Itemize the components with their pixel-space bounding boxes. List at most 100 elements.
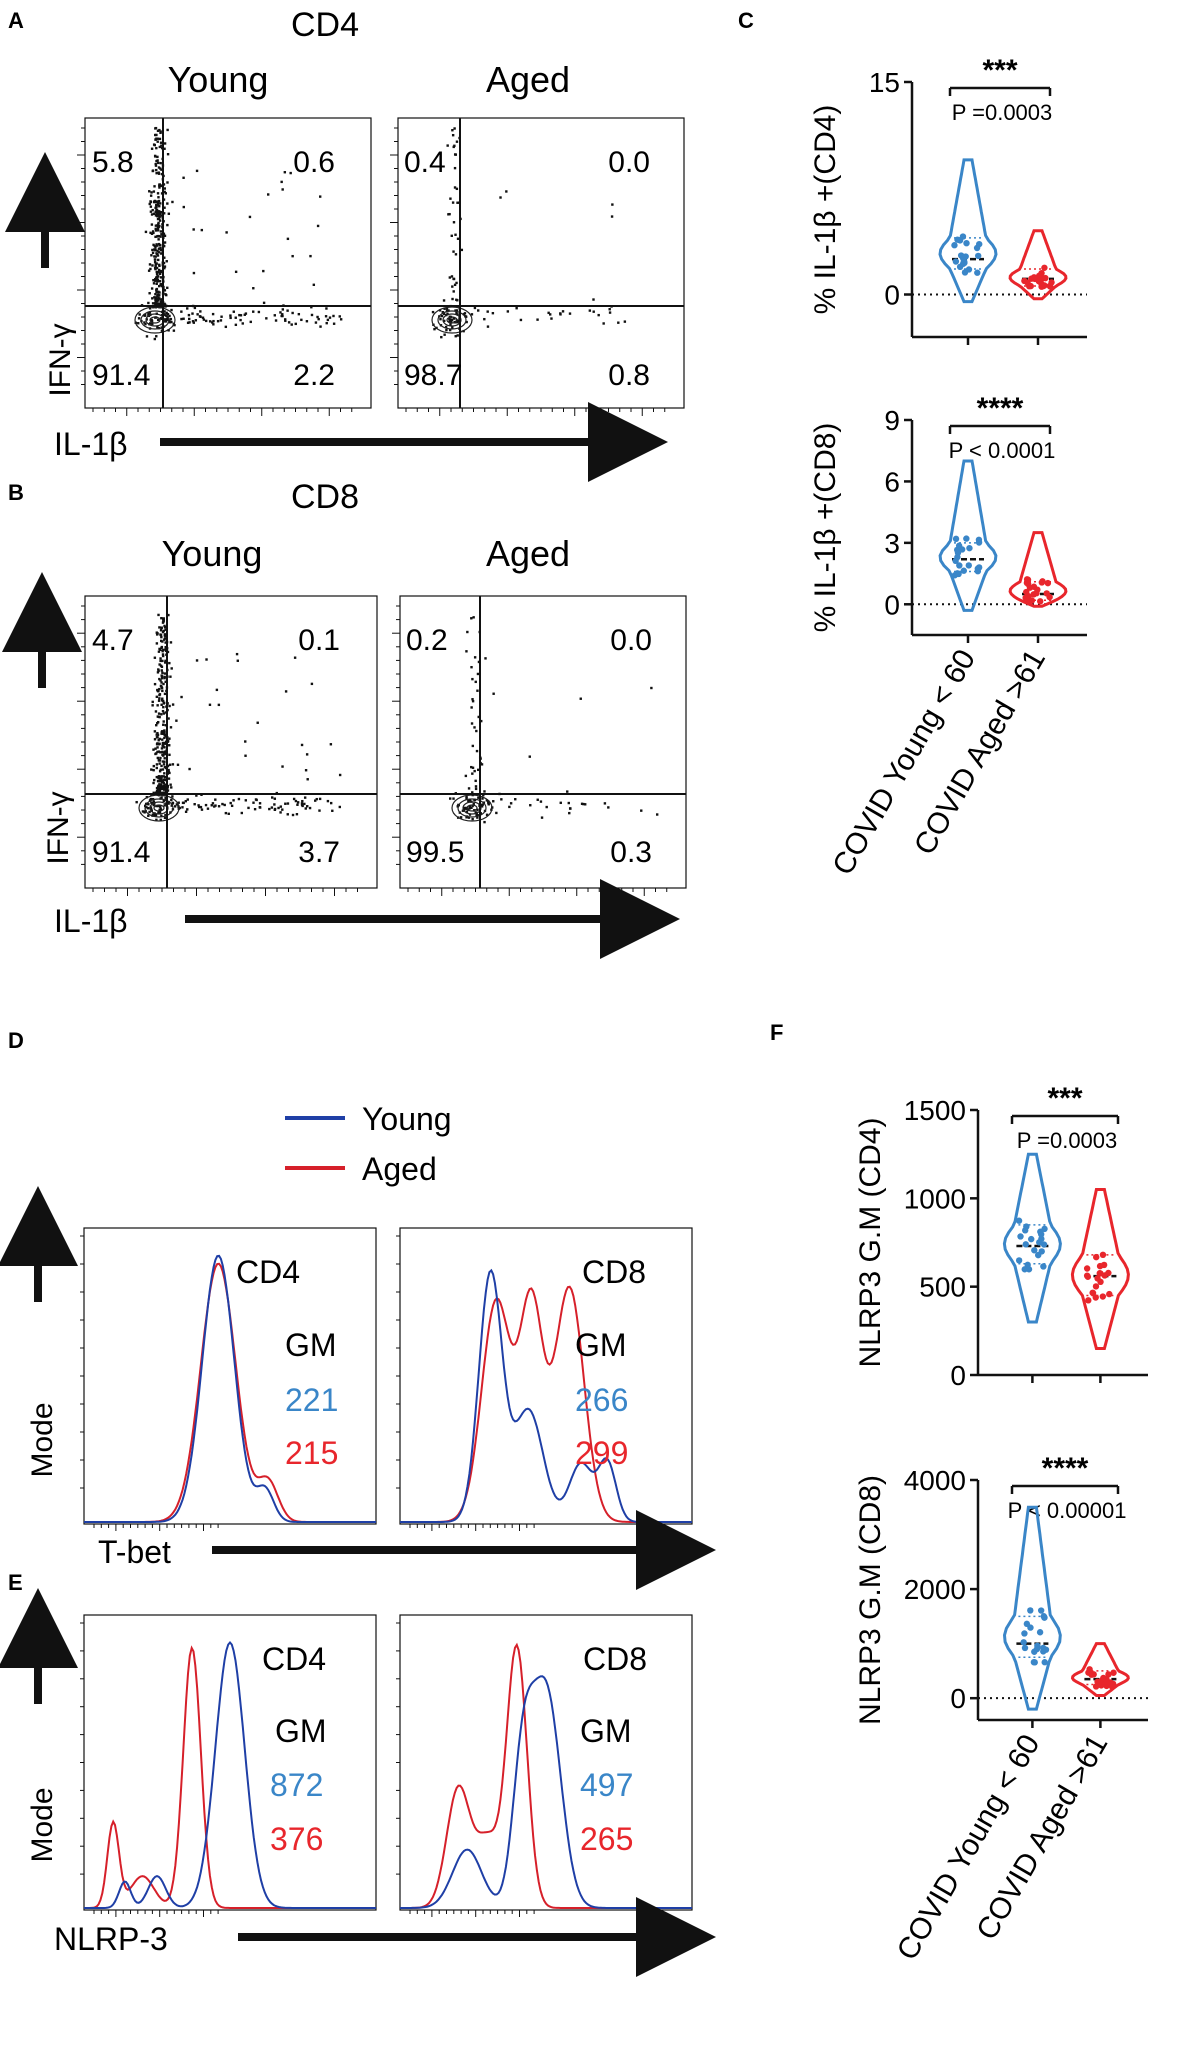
panel-f-cd4-violin-point bbox=[1092, 1283, 1100, 1290]
panel-b-young-plot-tick-marks bbox=[77, 605, 358, 896]
panel-f-cd4-violin-point bbox=[1038, 1248, 1045, 1255]
panel-d-cd4-histogram-young-curve bbox=[84, 1254, 376, 1523]
panel-c-cd4-violin-point bbox=[975, 252, 982, 260]
panel-letter-b: B bbox=[8, 480, 24, 505]
panel-a-ylabel: IFN-γ bbox=[44, 323, 77, 396]
panel-d-cd8-histogram-frame bbox=[399, 1227, 693, 1525]
panel-c-cd8-violin-point bbox=[1038, 579, 1046, 586]
panel-f-cd4-violin-point bbox=[1106, 1290, 1113, 1298]
panel-letter-a: A bbox=[8, 8, 24, 33]
panel-c-cd8-violin-point bbox=[960, 567, 968, 574]
panel-e: CD4 GM 872 376 CD8 GM 497 265 Mode NLRP-… bbox=[0, 1588, 716, 1977]
panel-c-cd8-violin-point bbox=[1023, 588, 1030, 596]
panel-c-cd8-violin-point bbox=[1033, 590, 1040, 597]
panel-a-young-plot bbox=[77, 117, 372, 416]
panel-f-cd4-violin-series-young bbox=[1002, 1152, 1062, 1324]
panel-c-cd8-violin-point bbox=[958, 546, 966, 553]
panel-f-cd8-violin-point bbox=[1020, 1639, 1027, 1646]
panel-c-cd8-violin-point bbox=[975, 539, 983, 546]
panel-a-aged-label: Aged bbox=[486, 59, 570, 100]
panel-c-cd4-violin-point bbox=[961, 259, 968, 267]
panel-c-cd4-violin-ylabel: % IL-1β +(CD4) bbox=[809, 105, 842, 315]
panel-f-cd4-violin-point bbox=[1028, 1235, 1035, 1243]
panel-letter-d: D bbox=[8, 1028, 24, 1053]
panel-f-cd8-violin-ytick-label: 2000 bbox=[904, 1574, 966, 1605]
panel-e-cd8-histogram-frame bbox=[399, 1614, 693, 1911]
panel-c-cd8-violin-series-aged bbox=[1008, 531, 1068, 608]
panel-b-xlabel: IL-1β bbox=[54, 903, 128, 939]
panel-b-aged-q-lr: 0.3 bbox=[610, 836, 652, 869]
panel-e-cd4-histogram-tick-marks bbox=[80, 1622, 219, 1917]
panel-e-cd4-gm-aged: 376 bbox=[270, 1821, 323, 1857]
panel-c-cd8-violin-point bbox=[1044, 579, 1052, 587]
panel-f-cd8-violin-point bbox=[1041, 1614, 1048, 1621]
panel-f-cd4-violin-point bbox=[1093, 1253, 1100, 1261]
panel-c-cd4-violin-point bbox=[963, 239, 970, 247]
panel-a-young-plot-tick-marks bbox=[77, 127, 353, 416]
panel-c-cd8-violin-violin-outline bbox=[1008, 531, 1068, 608]
panel-c-cd8-violin-ytick-label: 0 bbox=[884, 589, 900, 620]
panel-f-cd8-violin-point bbox=[1027, 1624, 1034, 1631]
panel-a: CD4 Young Aged 5.8 0.6 91.4 2.2 0.4 0.0 … bbox=[5, 6, 685, 482]
panel-letter-f: F bbox=[770, 1020, 783, 1045]
panel-f-cd4-violin-point bbox=[1100, 1261, 1108, 1269]
panel-c-cd8-violin-point bbox=[966, 544, 973, 552]
panel-f-cd8-violin-ytick-label: 0 bbox=[950, 1683, 966, 1714]
panel-c-cd8-violin-point bbox=[975, 564, 983, 571]
panel-c-cd4-violin-point bbox=[962, 253, 969, 260]
panel-d-xlabel: T-bet bbox=[98, 1534, 171, 1570]
panel-f-cd4-violin-point bbox=[1037, 1228, 1044, 1235]
panel-c-cd8-violin-point bbox=[965, 562, 972, 569]
panel-f-cd8-violin-point bbox=[1100, 1674, 1107, 1682]
panel-f-cd8-violin-point bbox=[1086, 1666, 1093, 1673]
panel-d-cd8-label: CD8 bbox=[582, 1254, 646, 1290]
panel-d-cd4-histogram-tick-marks bbox=[80, 1235, 219, 1531]
panel-c-cd8-violin-significance: **** bbox=[977, 392, 1024, 425]
panel-d-cd8-histogram bbox=[396, 1227, 693, 1531]
panel-f-cd8-violin-significance: **** bbox=[1042, 1452, 1089, 1485]
panel-f-cd4-violin-point bbox=[1022, 1241, 1029, 1248]
panel-e-cd8-label: CD8 bbox=[583, 1641, 647, 1677]
panel-c-cd4-violin-point bbox=[956, 237, 964, 244]
panel-c-cd4-violin-point bbox=[951, 242, 958, 249]
panel-e-ylabel: Mode bbox=[26, 1787, 59, 1862]
legend-aged-label: Aged bbox=[362, 1151, 437, 1187]
panel-e-cd8-histogram-aged-curve bbox=[400, 1642, 692, 1909]
panel-f-cd8-violin-point bbox=[1088, 1671, 1095, 1678]
panel-f-cd8-violin-point bbox=[1036, 1629, 1044, 1636]
panel-c-cd4-violin-point bbox=[1038, 280, 1045, 287]
panel-f-cd8-violin-point bbox=[1109, 1680, 1117, 1688]
panel-f-cd8-violin-point bbox=[1092, 1683, 1100, 1690]
panel-f-cd8-violin-ylabel: NLRP3 G.M (CD8) bbox=[854, 1475, 887, 1725]
panel-b-young-q-ll: 91.4 bbox=[92, 836, 150, 869]
panel-a-young-q-ll: 91.4 bbox=[92, 359, 150, 392]
panel-d: Young Aged CD4 GM 221 215 CD8 GM 266 299… bbox=[0, 1101, 716, 1590]
panel-c-cd4-violin-point bbox=[974, 269, 981, 276]
panel-f-cd8-violin-point bbox=[1021, 1644, 1029, 1652]
panel-c-cd4-violin-point bbox=[952, 258, 960, 265]
panel-c-cd8-violin-xtick-label: COVID Aged >61 bbox=[908, 644, 1052, 861]
panel-c-cd4-violin-point bbox=[965, 266, 973, 273]
panel-e-cd4-histogram bbox=[80, 1614, 377, 1917]
panel-f-cd8-violin-point bbox=[1031, 1659, 1038, 1666]
panel-a-aged-q-lr: 0.8 bbox=[608, 359, 650, 392]
panel-f-cd4-violin-violin-outline bbox=[1002, 1152, 1062, 1324]
panel-c-cd8-violin-ytick-label: 6 bbox=[884, 466, 900, 497]
panel-c-cd4-violin-violin-outline bbox=[1008, 229, 1068, 301]
panel-c-cd4-violin-point bbox=[1046, 282, 1053, 290]
panel-c-cd8-violin-ytick-label: 3 bbox=[884, 528, 900, 559]
panel-b-young-q-ur: 0.1 bbox=[298, 624, 340, 657]
panel-c-cd8-violin-violin-outline bbox=[938, 459, 998, 612]
panel-f-cd4-violin-point bbox=[1099, 1251, 1107, 1259]
panel-f-cd4-violin-point bbox=[1025, 1266, 1033, 1273]
panel-c-cd4-violin-ytick-label: 15 bbox=[869, 67, 900, 98]
panel-d-cd8-histogram-aged-curve bbox=[400, 1285, 692, 1523]
panel-f-cd8-violin-point bbox=[1027, 1607, 1034, 1614]
panel-b: CD8 Young Aged 4.7 0.1 91.4 3.7 0.2 0.0 … bbox=[2, 478, 687, 959]
panel-e-cd8-histogram-tick-marks bbox=[396, 1622, 535, 1917]
panel-c-cd4-violin-ytick-label: 0 bbox=[884, 280, 900, 311]
panel-d-cd8-histogram-young-curve bbox=[400, 1268, 692, 1523]
panel-e-cd4-label: CD4 bbox=[262, 1641, 326, 1677]
panel-c-cd4-violin-point bbox=[1027, 282, 1034, 290]
panel-letter-e: E bbox=[8, 1570, 23, 1595]
